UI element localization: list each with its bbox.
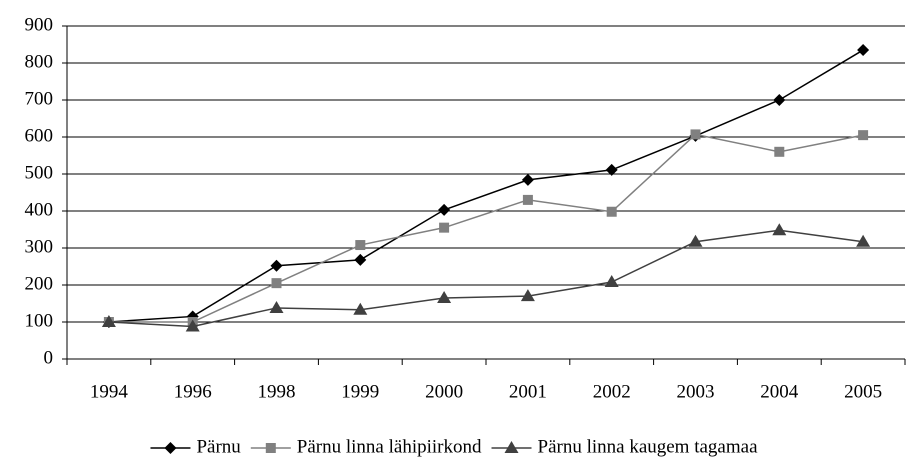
marker (772, 223, 787, 236)
x-tick-label: 2001 (509, 381, 547, 402)
y-tick-label: 800 (25, 51, 54, 72)
x-tick-label: 1996 (174, 381, 212, 402)
x-tick-label: 1998 (258, 381, 296, 402)
marker (606, 206, 617, 217)
series-line (108, 49, 864, 323)
x-tick-label: 1999 (341, 381, 379, 402)
y-tick-label: 600 (25, 125, 54, 146)
marker (520, 289, 535, 302)
marker (185, 319, 200, 332)
marker (858, 130, 869, 141)
marker (265, 443, 276, 453)
y-tick-label: 400 (25, 199, 54, 220)
x-tick-label: 2005 (844, 381, 882, 402)
y-tick-label: 100 (25, 310, 54, 331)
marker (355, 240, 366, 251)
marker (439, 222, 450, 233)
marker (857, 44, 870, 57)
y-tick-label: 200 (25, 273, 54, 294)
marker (688, 234, 703, 247)
marker (354, 253, 367, 266)
y-tick-label: 900 (25, 14, 54, 35)
x-tick-label: 2000 (425, 381, 463, 402)
legend-label: Pärnu (196, 436, 241, 457)
marker (856, 234, 871, 247)
marker (522, 194, 533, 205)
marker (604, 275, 619, 288)
y-tick-label: 700 (25, 88, 54, 109)
legend-label: Pärnu linna lähipiirkond (297, 436, 482, 457)
marker (101, 315, 116, 327)
series-line (108, 229, 864, 328)
x-tick-label: 1994 (90, 381, 129, 402)
y-tick-label: 300 (25, 236, 54, 257)
series-line (108, 133, 864, 323)
marker (269, 300, 284, 313)
x-tick-label: 2002 (593, 381, 631, 402)
legend-label: Pärnu linna kaugem tagamaa (538, 436, 759, 457)
marker (164, 442, 177, 454)
marker (690, 129, 701, 140)
x-tick-label: 2003 (677, 381, 715, 402)
marker (504, 441, 519, 453)
y-tick-label: 500 (25, 162, 54, 183)
marker (438, 203, 451, 216)
marker (353, 302, 368, 315)
marker (774, 146, 785, 157)
y-tick-label: 0 (44, 347, 54, 368)
marker (773, 94, 786, 106)
marker (270, 259, 283, 272)
marker (521, 173, 534, 186)
marker (271, 278, 282, 289)
marker (437, 290, 452, 303)
x-tick-label: 2004 (760, 381, 799, 402)
marker (605, 163, 618, 176)
